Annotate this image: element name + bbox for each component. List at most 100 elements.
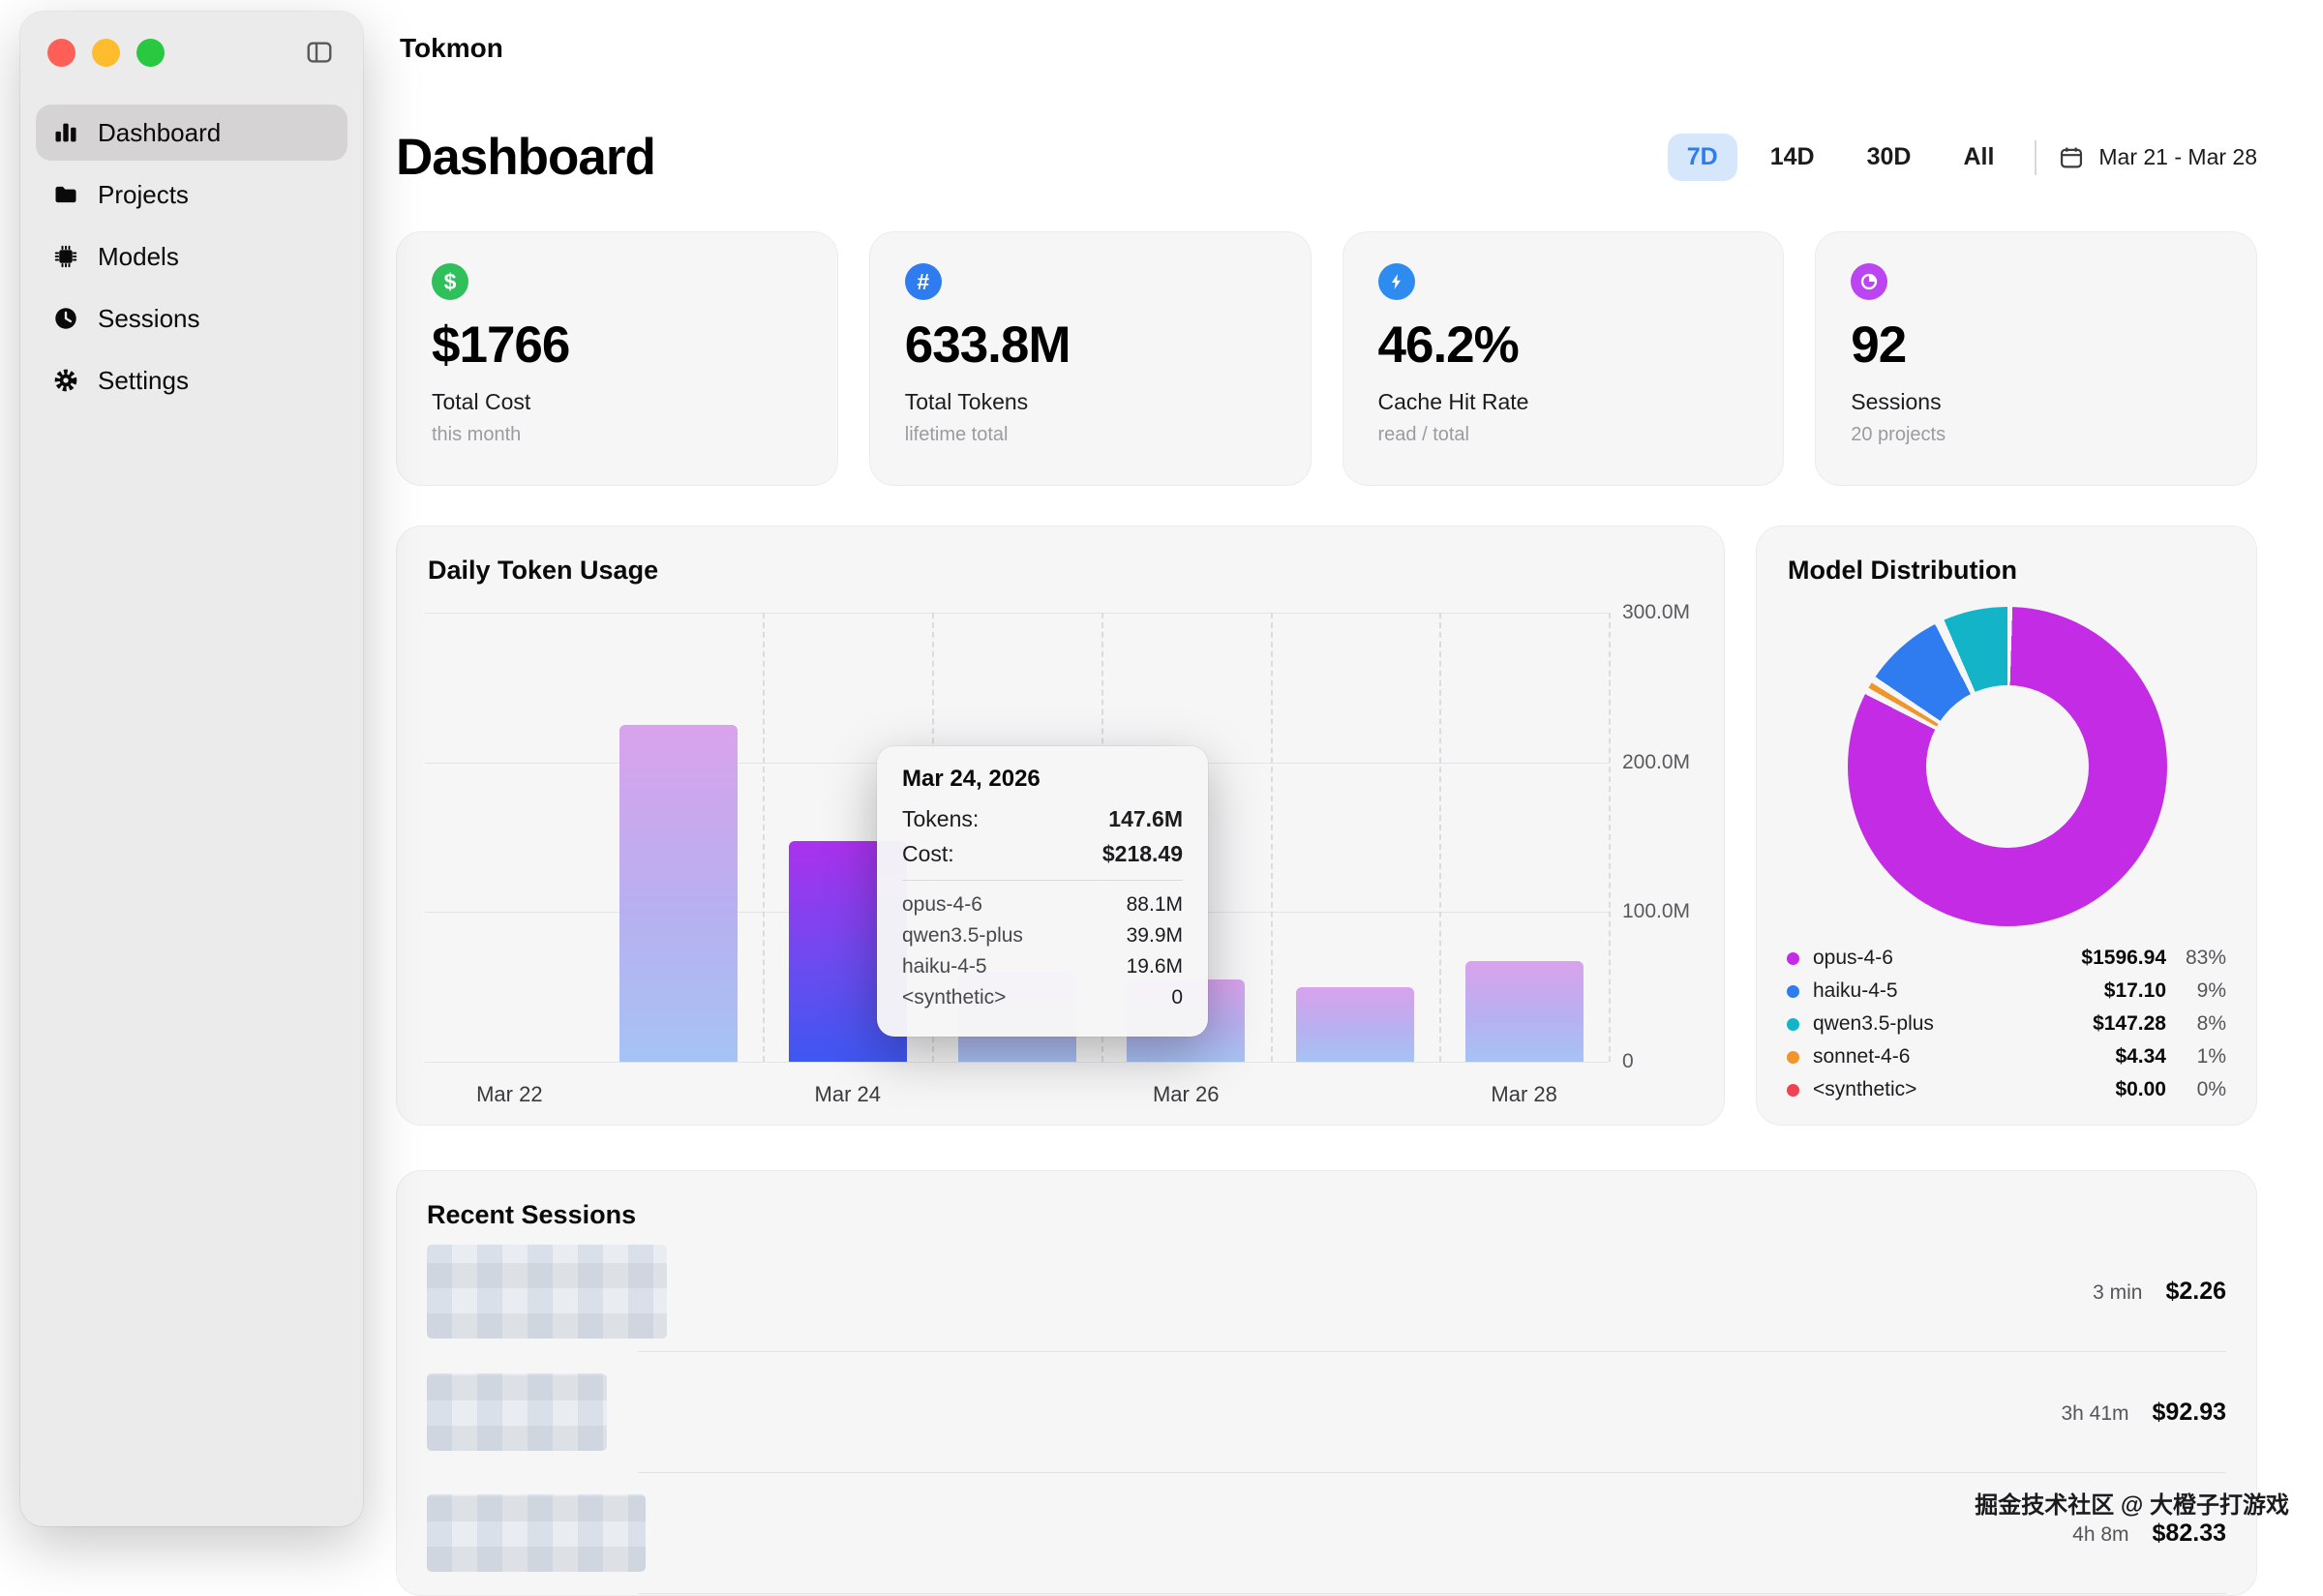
sidebar-toggle-icon[interactable]	[303, 38, 336, 67]
bar-mar-27[interactable]	[1295, 986, 1414, 1062]
legend-cost: $147.28	[2093, 1012, 2166, 1035]
recent-sessions-title: Recent Sessions	[427, 1200, 637, 1229]
sidebar: Dashboard Projects Models Sessions Settings	[20, 12, 363, 1526]
legend-dot	[1787, 951, 1799, 965]
chip-icon	[51, 243, 80, 270]
session-duration: 3h 41m	[2061, 1401, 2129, 1425]
stat-label: Total Cost	[432, 389, 531, 414]
tooltip-model-value: 88.1M	[1126, 893, 1183, 916]
legend-percent: 1%	[2196, 1045, 2226, 1068]
stat-value: 633.8M	[904, 316, 1071, 374]
close-button[interactable]	[47, 38, 75, 67]
stat-cards-row: $ $1766 Total Cost this month #633.8M Total T…	[396, 231, 2257, 486]
tooltip-model-row: haiku-4-5 19.6M	[902, 955, 1183, 979]
app-title: Tokmon	[400, 33, 503, 63]
divider	[2035, 139, 2037, 175]
legend-model-name: qwen3.5-plus	[1813, 1012, 1934, 1035]
x-axis-label: Mar 26	[1152, 1082, 1220, 1106]
minimize-button[interactable]	[92, 38, 120, 67]
legend-row: <synthetic> $0.00 0%	[1787, 1073, 2226, 1106]
date-range-label[interactable]: Mar 21 - Mar 28	[2098, 144, 2257, 169]
session-row[interactable]: 3 min $2.26	[427, 1231, 2226, 1351]
main-content: Tokmon Dashboard 7D 14D 30D All Mar 21 - Ma…	[396, 0, 2257, 1596]
stat-value: 92	[1851, 316, 1907, 374]
legend-dot	[1787, 1083, 1799, 1097]
sidebar-header	[36, 12, 347, 93]
range-7d-button[interactable]: 7D	[1667, 134, 1737, 181]
sidebar-item-projects[interactable]: Projects	[36, 166, 347, 223]
bar-chart-icon	[51, 119, 80, 146]
x-axis-label: Mar 28	[1491, 1082, 1557, 1106]
bar-mar-28[interactable]	[1464, 961, 1584, 1062]
y-axis-label: 300.0M	[1622, 601, 1691, 623]
range-pills: 7D 14D 30D All	[1667, 134, 2014, 181]
legend-dot	[1787, 1050, 1799, 1064]
stat-sublabel: read / total	[1377, 424, 1470, 445]
v-gridline	[1439, 613, 1442, 1062]
y-axis-label: 200.0M	[1622, 750, 1691, 773]
tooltip-model-name: qwen3.5-plus	[902, 924, 1023, 947]
legend-model-name: opus-4-6	[1813, 947, 1893, 969]
range-14d-button[interactable]: 14D	[1751, 134, 1834, 181]
sidebar-nav: Dashboard Projects Models Sessions Settings	[36, 105, 347, 408]
session-cost: $92.93	[2152, 1398, 2226, 1426]
legend-row: sonnet-4-6 $4.34 1%	[1787, 1040, 2226, 1073]
tooltip-model-name: <synthetic>	[902, 986, 1007, 1009]
legend-percent: 0%	[2196, 1078, 2226, 1100]
h-gridline	[425, 613, 1609, 614]
stat-label: Total Tokens	[904, 389, 1029, 414]
tooltip-date: Mar 24, 2026	[902, 766, 1041, 792]
pie-icon	[1851, 263, 1888, 300]
legend-row: haiku-4-5 $17.10 9%	[1787, 975, 2226, 1008]
v-gridline	[1609, 613, 1611, 1062]
sidebar-item-settings[interactable]: Settings	[36, 352, 347, 408]
session-duration: 3 min	[2093, 1280, 2143, 1304]
redacted-project-name	[427, 1244, 667, 1339]
session-rows: 3 min $2.26 3h 41m $92.93 4h 8m $82.33	[427, 1231, 2226, 1594]
legend-percent: 8%	[2196, 1012, 2226, 1035]
stat-card: 92 Sessions 20 projects	[1815, 231, 2257, 486]
hash-icon: #	[904, 263, 942, 300]
range-all-button[interactable]: All	[1944, 134, 2013, 181]
tooltip-model-value: 19.6M	[1126, 955, 1183, 978]
session-cost: $2.26	[2165, 1277, 2226, 1305]
stat-value: $1766	[432, 316, 570, 374]
x-axis-label: Mar 22	[476, 1082, 543, 1106]
session-duration: 4h 8m	[2072, 1522, 2129, 1546]
v-gridline	[763, 613, 766, 1062]
tooltip-tokens-label: Tokens:	[902, 806, 980, 831]
sidebar-item-label: Models	[98, 241, 179, 271]
tooltip-model-row: <synthetic> 0	[902, 986, 1183, 1009]
tooltip-model-value: 0	[1171, 986, 1183, 1009]
zoom-button[interactable]	[136, 38, 165, 67]
watermark: 掘金技术社区 @ 大橙子打游戏	[1975, 1492, 2289, 1519]
sidebar-item-dashboard[interactable]: Dashboard	[36, 105, 347, 161]
session-row[interactable]: 4h 8m $82.33	[427, 1473, 2226, 1593]
gear-icon	[51, 367, 80, 394]
tooltip-model-row: opus-4-6 88.1M	[902, 893, 1183, 917]
legend-cost: $1596.94	[2081, 947, 2166, 969]
calendar-icon[interactable]	[2058, 144, 2085, 171]
session-cost: $82.33	[2152, 1519, 2226, 1547]
chart-tooltip: Mar 24, 2026 Tokens: 147.6M Cost: $218.4…	[877, 746, 1208, 1037]
y-axis-label: 100.0M	[1622, 900, 1691, 923]
tooltip-model-row: qwen3.5-plus 39.9M	[902, 924, 1183, 948]
divider	[638, 1593, 2226, 1594]
sidebar-item-sessions[interactable]: Sessions	[36, 290, 347, 346]
chart-title: Daily Token Usage	[428, 556, 659, 585]
tooltip-cost-value: $218.49	[1101, 841, 1183, 866]
legend-model-name: haiku-4-5	[1813, 979, 1898, 1002]
sidebar-item-label: Dashboard	[98, 117, 222, 147]
legend-dot	[1787, 1017, 1799, 1031]
sidebar-item-models[interactable]: Models	[36, 228, 347, 285]
session-row[interactable]: 3h 41m $92.93	[427, 1352, 2226, 1472]
stat-value: 46.2%	[1377, 316, 1520, 374]
legend-model-name: <synthetic>	[1813, 1078, 1917, 1100]
y-axis-label: 0	[1622, 1050, 1634, 1072]
stat-label: Cache Hit Rate	[1377, 389, 1529, 414]
range-30d-button[interactable]: 30D	[1848, 134, 1931, 181]
bar-mar-23[interactable]	[619, 725, 739, 1062]
page-title: Dashboard	[396, 129, 656, 186]
tooltip-model-rows: opus-4-6 88.1M qwen3.5-plus 39.9M haiku-4-5 1…	[902, 893, 1183, 1009]
divider	[902, 880, 1183, 881]
